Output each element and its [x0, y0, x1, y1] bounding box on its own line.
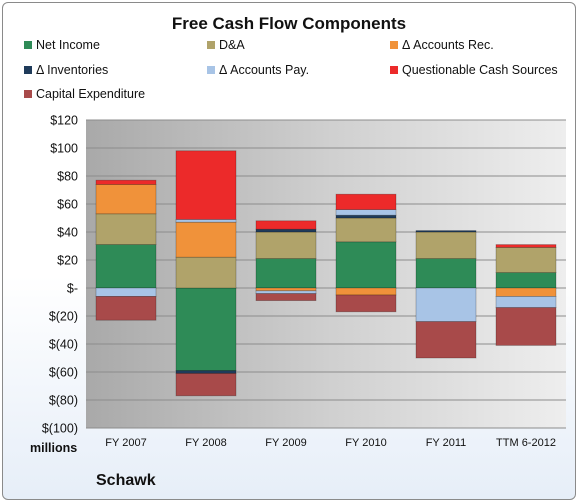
bar-segment: [255, 287, 317, 292]
legend-swatch: [207, 41, 215, 49]
bar-segment: [335, 241, 397, 289]
legend-item-accounts-rec: Δ Accounts Rec.: [390, 38, 494, 52]
bar-segment: [95, 295, 157, 321]
y-tick-label: $(40): [49, 338, 78, 352]
bar-segment: [255, 231, 317, 260]
legend-label: Δ Accounts Pay.: [219, 63, 310, 77]
bar-segment: [175, 221, 237, 258]
y-tick-label: $-: [67, 282, 78, 296]
y-tick-label: $(60): [49, 366, 78, 380]
y-tick-label: $40: [57, 226, 78, 240]
legend-label: Capital Expenditure: [36, 87, 146, 101]
legend-swatch: [24, 66, 32, 74]
bar-segment: [335, 214, 397, 219]
bar-segment: [95, 287, 157, 297]
legend-item-inventories: Δ Inventories: [24, 63, 108, 77]
bar-segment: [175, 372, 237, 397]
bar-segment: [495, 307, 557, 346]
legend-label: D&A: [219, 38, 245, 52]
bar-segment: [335, 287, 397, 296]
y-tick-label: $(20): [49, 310, 78, 324]
legend-item-da: D&A: [207, 38, 245, 52]
bar-segment: [415, 321, 477, 359]
y-tick-label: $60: [57, 198, 78, 212]
bar-segment: [495, 246, 557, 273]
legend-swatch: [390, 66, 398, 74]
legend-label: Questionable Cash Sources: [402, 63, 558, 77]
legend-item-capex: Capital Expenditure: [24, 87, 145, 101]
bar-segment: [335, 193, 397, 210]
x-axis-ticks: FY 2007 FY 2008 FY 2009 FY 2010 FY 2011 TTM 6…: [105, 437, 556, 449]
legend-item-net-income: Net Income: [24, 38, 100, 52]
bars: [95, 150, 557, 397]
bar-segment: [175, 256, 237, 289]
y-tick-label: $(100): [42, 422, 78, 436]
bar-segment: [415, 231, 477, 260]
y-tick-label: $80: [57, 170, 78, 184]
y-tick-label: $100: [50, 142, 78, 156]
y-unit-label: millions: [30, 441, 78, 455]
legend-item-questionable-cash: Questionable Cash Sources: [390, 63, 558, 77]
bar-segment: [495, 244, 557, 248]
x-tick-label: FY 2011: [426, 437, 467, 449]
y-tick-label: $20: [57, 254, 78, 268]
bar-segment: [175, 370, 237, 374]
bar-segment: [95, 179, 157, 185]
y-tick-label: $(80): [49, 394, 78, 408]
bar-segment: [95, 244, 157, 289]
y-axis-ticks: $120 $100 $80 $60 $40 $20 $- $(20) $(40) $(60) $(8…: [42, 114, 78, 436]
bar-segment: [255, 228, 317, 233]
y-tick-label: $120: [50, 114, 78, 128]
company-name: Schawk: [96, 472, 156, 489]
bar-segment: [255, 220, 317, 230]
bar-segment: [175, 218, 237, 223]
legend-label: Δ Accounts Rec.: [402, 38, 494, 52]
gridlines: [86, 119, 566, 429]
x-tick-label: TTM 6-2012: [496, 437, 556, 449]
x-tick-label: FY 2010: [345, 437, 386, 449]
bar-segment: [415, 258, 477, 289]
plot-area: [86, 120, 566, 428]
legend-label: Net Income: [36, 38, 100, 52]
bar-segment: [175, 287, 237, 371]
x-tick-label: FY 2008: [185, 437, 226, 449]
bar-segment: [255, 290, 317, 294]
bar-segment: [95, 213, 157, 246]
chart-title: Free Cash Flow Components: [171, 14, 407, 33]
bar-segment: [415, 230, 477, 233]
bar-segment: [495, 287, 557, 297]
legend-item-accounts-pay: Δ Accounts Pay.: [207, 63, 309, 77]
bar-segment: [255, 293, 317, 302]
legend-swatch: [24, 41, 32, 49]
bar-segment: [335, 209, 397, 216]
bar-segment: [335, 294, 397, 313]
x-tick-label: FY 2009: [265, 437, 306, 449]
x-tick-label: FY 2007: [105, 437, 146, 449]
legend-swatch: [207, 66, 215, 74]
bar-segment: [335, 217, 397, 243]
bar-segment: [495, 272, 557, 289]
bar-segment: [95, 183, 157, 215]
bar-segment: [495, 295, 557, 308]
bar-segment: [255, 258, 317, 289]
legend-swatch: [24, 90, 32, 98]
bar-segment: [175, 150, 237, 220]
legend-swatch: [390, 41, 398, 49]
bar-segment: [415, 287, 477, 322]
legend-label: Δ Inventories: [36, 63, 109, 77]
